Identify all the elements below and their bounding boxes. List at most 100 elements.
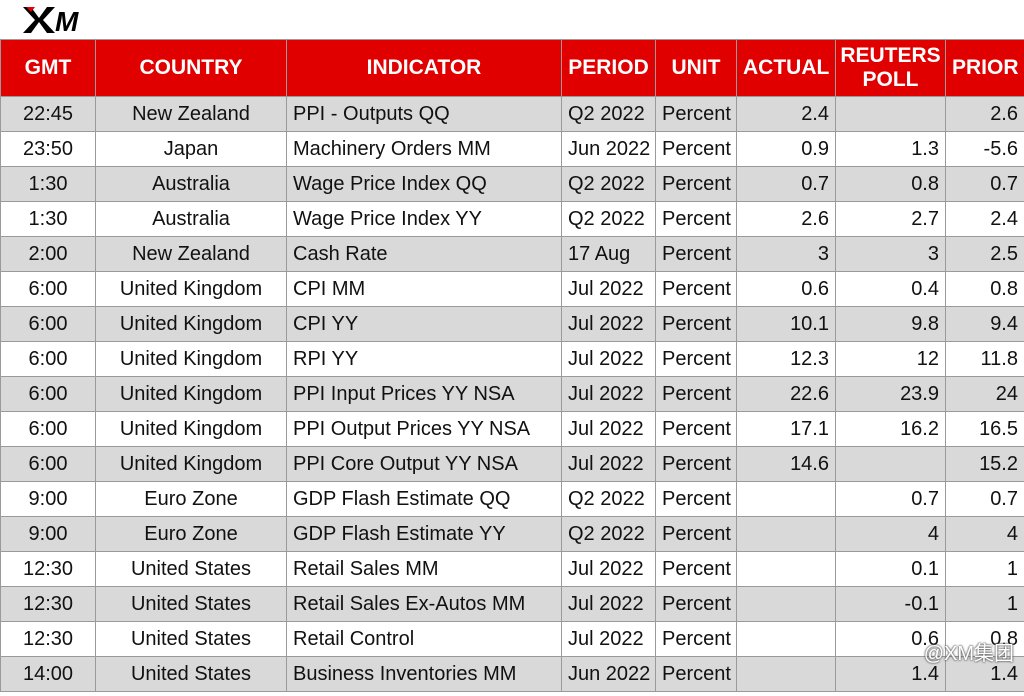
prior-cell: 0.8 <box>945 271 1024 307</box>
prior-cell: 2.5 <box>945 236 1024 272</box>
table-row: 6:00 United Kingdom CPI MM Jul 2022 Percent 0… <box>0 271 1024 307</box>
prior-cell: 0.7 <box>945 166 1024 202</box>
reuters-poll-cell <box>835 96 946 132</box>
table-row: 12:30 United States Retail Control Jul 2022… <box>0 621 1024 657</box>
table-row: 9:00 Euro Zone GDP Flash Estimate YY Q2 202… <box>0 516 1024 552</box>
table-row: 6:00 United Kingdom PPI Core Output YY NSA… <box>0 446 1024 482</box>
country-cell: Euro Zone <box>95 516 287 552</box>
period-cell: Q2 2022 <box>561 166 656 202</box>
gmt-cell: 14:00 <box>0 656 96 692</box>
gmt-cell: 6:00 <box>0 376 96 412</box>
gmt-cell: 9:00 <box>0 481 96 517</box>
header-indicator: INDICATOR <box>286 39 562 97</box>
svg-text:M: M <box>55 6 79 35</box>
unit-cell: Percent <box>655 201 737 237</box>
header-reuters-poll: REUTERS POLL <box>835 39 946 97</box>
actual-cell <box>736 656 836 692</box>
period-cell: Jun 2022 <box>561 131 656 167</box>
actual-cell: 14.6 <box>736 446 836 482</box>
gmt-cell: 2:00 <box>0 236 96 272</box>
period-cell: Q2 2022 <box>561 201 656 237</box>
period-cell: Jul 2022 <box>561 411 656 447</box>
gmt-cell: 6:00 <box>0 411 96 447</box>
country-cell: United States <box>95 586 287 622</box>
reuters-poll-cell: 0.1 <box>835 551 946 587</box>
indicator-cell: GDP Flash Estimate QQ <box>286 481 562 517</box>
prior-cell: 4 <box>945 516 1024 552</box>
unit-cell: Percent <box>655 586 737 622</box>
indicator-cell: Business Inventories MM <box>286 656 562 692</box>
actual-cell: 10.1 <box>736 306 836 342</box>
table-row: 12:30 United States Retail Sales Ex-Autos … <box>0 586 1024 622</box>
indicator-cell: RPI YY <box>286 341 562 377</box>
gmt-cell: 1:30 <box>0 201 96 237</box>
reuters-poll-cell: 0.6 <box>835 621 946 657</box>
unit-cell: Percent <box>655 621 737 657</box>
table-row: 12:30 United States Retail Sales MM Jul 202… <box>0 551 1024 587</box>
table-row: 22:45 New Zealand PPI - Outputs QQ Q2 2022 P… <box>0 96 1024 132</box>
gmt-cell: 6:00 <box>0 306 96 342</box>
table-row: 6:00 United Kingdom PPI Output Prices YY N… <box>0 411 1024 447</box>
country-cell: United Kingdom <box>95 306 287 342</box>
prior-cell: 1 <box>945 586 1024 622</box>
table-row: 1:30 Australia Wage Price Index QQ Q2 2022 P… <box>0 166 1024 202</box>
table-row: 14:00 United States Business Inventories M… <box>0 656 1024 692</box>
period-cell: Jul 2022 <box>561 586 656 622</box>
indicator-cell: CPI MM <box>286 271 562 307</box>
indicator-cell: Machinery Orders MM <box>286 131 562 167</box>
gmt-cell: 12:30 <box>0 551 96 587</box>
header-unit: UNIT <box>655 39 737 97</box>
actual-cell: 0.7 <box>736 166 836 202</box>
indicator-cell: PPI Core Output YY NSA <box>286 446 562 482</box>
country-cell: United States <box>95 621 287 657</box>
unit-cell: Percent <box>655 131 737 167</box>
gmt-cell: 6:00 <box>0 271 96 307</box>
unit-cell: Percent <box>655 341 737 377</box>
period-cell: Q2 2022 <box>561 516 656 552</box>
actual-cell <box>736 481 836 517</box>
actual-cell: 22.6 <box>736 376 836 412</box>
table-row: 9:00 Euro Zone GDP Flash Estimate QQ Q2 202… <box>0 481 1024 517</box>
unit-cell: Percent <box>655 166 737 202</box>
xm-logo: M <box>23 6 79 35</box>
country-cell: United Kingdom <box>95 271 287 307</box>
country-cell: United Kingdom <box>95 341 287 377</box>
prior-cell: 24 <box>945 376 1024 412</box>
prior-cell: 15.2 <box>945 446 1024 482</box>
indicator-cell: GDP Flash Estimate YY <box>286 516 562 552</box>
indicator-cell: PPI Input Prices YY NSA <box>286 376 562 412</box>
indicator-cell: CPI YY <box>286 306 562 342</box>
actual-cell: 0.9 <box>736 131 836 167</box>
header-prior: PRIOR <box>945 39 1024 97</box>
reuters-poll-cell: 9.8 <box>835 306 946 342</box>
reuters-poll-cell: 0.8 <box>835 166 946 202</box>
gmt-cell: 12:30 <box>0 621 96 657</box>
table-row: 6:00 United Kingdom PPI Input Prices YY NS… <box>0 376 1024 412</box>
watermark: @XM集团 <box>923 643 1014 665</box>
country-cell: United States <box>95 551 287 587</box>
unit-cell: Percent <box>655 446 737 482</box>
table-row: 6:00 United Kingdom RPI YY Jul 2022 Percent 1… <box>0 341 1024 377</box>
prior-cell: 9.4 <box>945 306 1024 342</box>
reuters-poll-cell: 3 <box>835 236 946 272</box>
actual-cell: 2.4 <box>736 96 836 132</box>
period-cell: Jul 2022 <box>561 341 656 377</box>
country-cell: United Kingdom <box>95 376 287 412</box>
actual-cell: 0.6 <box>736 271 836 307</box>
period-cell: Q2 2022 <box>561 96 656 132</box>
header-row: GMT COUNTRY INDICATOR PERIOD UNIT ACTUAL… <box>0 39 1024 97</box>
indicator-cell: PPI Output Prices YY NSA <box>286 411 562 447</box>
prior-cell: 16.5 <box>945 411 1024 447</box>
reuters-poll-cell <box>835 446 946 482</box>
unit-cell: Percent <box>655 271 737 307</box>
reuters-poll-cell: 0.7 <box>835 481 946 517</box>
actual-cell <box>736 621 836 657</box>
reuters-poll-cell: 1.4 <box>835 656 946 692</box>
period-cell: 17 Aug <box>561 236 656 272</box>
prior-cell: 1 <box>945 551 1024 587</box>
reuters-poll-cell: 1.3 <box>835 131 946 167</box>
actual-cell: 2.6 <box>736 201 836 237</box>
indicator-cell: Wage Price Index QQ <box>286 166 562 202</box>
indicator-cell: Retail Sales MM <box>286 551 562 587</box>
gmt-cell: 6:00 <box>0 446 96 482</box>
